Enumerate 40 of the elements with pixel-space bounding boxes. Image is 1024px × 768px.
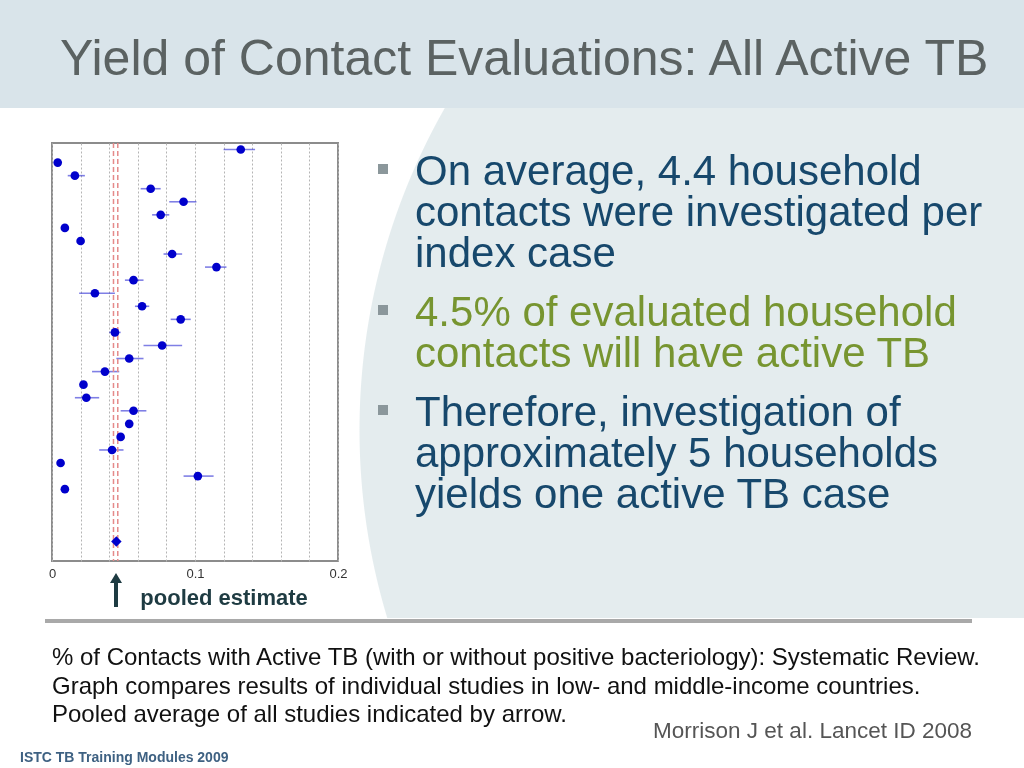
point xyxy=(111,536,122,547)
point xyxy=(193,471,203,481)
point xyxy=(176,315,186,324)
point xyxy=(157,341,167,350)
point xyxy=(129,275,138,285)
point xyxy=(81,393,91,403)
text: On average, 4.4 household contacts were investigated per index case xyxy=(415,147,984,276)
point xyxy=(70,171,80,180)
point xyxy=(146,184,155,194)
point xyxy=(107,445,117,455)
point xyxy=(60,223,70,233)
text: Morrison J et al. Lancet ID 2008 xyxy=(653,717,972,745)
text: Therefore, investigation of approximately 5 households yields one active TB case xyxy=(415,388,939,517)
text: % of Contacts with Active TB (with or without positive bacteriology): Systematic Review. xyxy=(52,643,980,671)
point xyxy=(124,419,134,429)
point xyxy=(79,380,88,389)
x-tick-label: 0 xyxy=(48,565,57,581)
point xyxy=(212,262,221,272)
point xyxy=(53,158,63,167)
text: 4.5% of evaluated household contacts will have active TB xyxy=(415,288,958,376)
point xyxy=(179,197,188,207)
point xyxy=(137,301,147,311)
point xyxy=(167,249,177,259)
text: ISTC TB Training Modules 2009 xyxy=(20,749,229,765)
text: Pooled average of all studies indicated by arrow. xyxy=(52,700,567,728)
x-tick-label: 0.1 xyxy=(186,565,205,581)
point xyxy=(76,236,85,246)
text: pooled estimate xyxy=(140,585,308,611)
point xyxy=(56,458,65,468)
point xyxy=(60,484,70,494)
point xyxy=(236,145,246,154)
point xyxy=(90,288,100,298)
text: Yield of Contact Evaluations: All Active TB xyxy=(60,29,989,88)
point xyxy=(100,367,110,376)
point xyxy=(156,210,166,220)
point xyxy=(124,354,134,363)
point xyxy=(116,432,125,442)
x-tick-label: 0.2 xyxy=(329,565,348,581)
text: Graph compares results of individual studies in low- and middle-income countries. xyxy=(52,671,921,700)
point xyxy=(129,406,138,416)
